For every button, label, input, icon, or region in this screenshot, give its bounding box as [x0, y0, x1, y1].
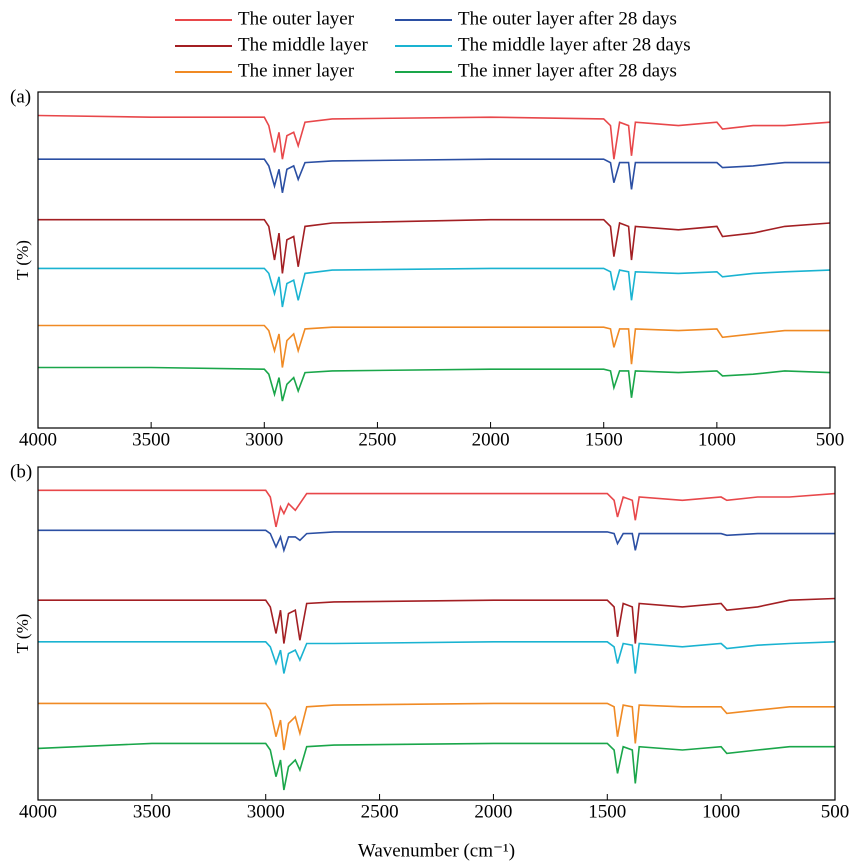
spectrum-line [38, 218, 831, 274]
spectrum-line [38, 267, 831, 308]
spectrum-line [38, 489, 836, 528]
spectrum-line [38, 324, 830, 368]
x-tick-label: 2000 [472, 429, 510, 450]
x-tick-label: 1000 [698, 429, 736, 450]
x-tick-label: 500 [821, 801, 850, 822]
plot-frame [37, 466, 836, 801]
spectrum-line [38, 702, 835, 751]
x-tick-label: 2500 [358, 429, 396, 450]
legend-label: The outer layer [238, 8, 355, 29]
x-tick-label: 4000 [19, 429, 57, 450]
legend-label: The middle layer after 28 days [458, 34, 691, 55]
x-tick-label: 3500 [132, 429, 170, 450]
x-tick-label: 3500 [133, 801, 171, 822]
x-axis-label: Wavenumber (cm⁻¹) [358, 840, 515, 861]
spectrum-line [38, 529, 835, 554]
y-axis-label: T (%) [13, 614, 32, 654]
x-tick-label: 500 [816, 429, 845, 450]
plot-frame [37, 91, 831, 429]
x-tick-label: 3000 [247, 801, 285, 822]
spectrum-line [38, 158, 830, 193]
x-tick-label: 1000 [702, 801, 740, 822]
spectrum-line [38, 641, 836, 674]
spectrum-line [37, 114, 831, 160]
x-tick-label: 4000 [19, 801, 57, 822]
legend-label: The outer layer after 28 days [458, 8, 677, 29]
x-tick-label: 1500 [588, 801, 626, 822]
x-tick-label: 2500 [361, 801, 399, 822]
spectrum-line [38, 366, 831, 402]
x-tick-label: 3000 [245, 429, 283, 450]
legend-label: The inner layer after 28 days [458, 60, 677, 81]
x-tick-label: 2000 [474, 801, 512, 822]
spectrum-line [37, 742, 835, 791]
y-axis-label: T (%) [13, 240, 32, 280]
x-tick-label: 1500 [585, 429, 623, 450]
legend-label: The inner layer [238, 60, 355, 81]
panel-label: (a) [10, 86, 31, 107]
panel-label: (b) [10, 461, 32, 482]
spectrum-line [38, 597, 836, 644]
legend-label: The middle layer [238, 34, 368, 55]
